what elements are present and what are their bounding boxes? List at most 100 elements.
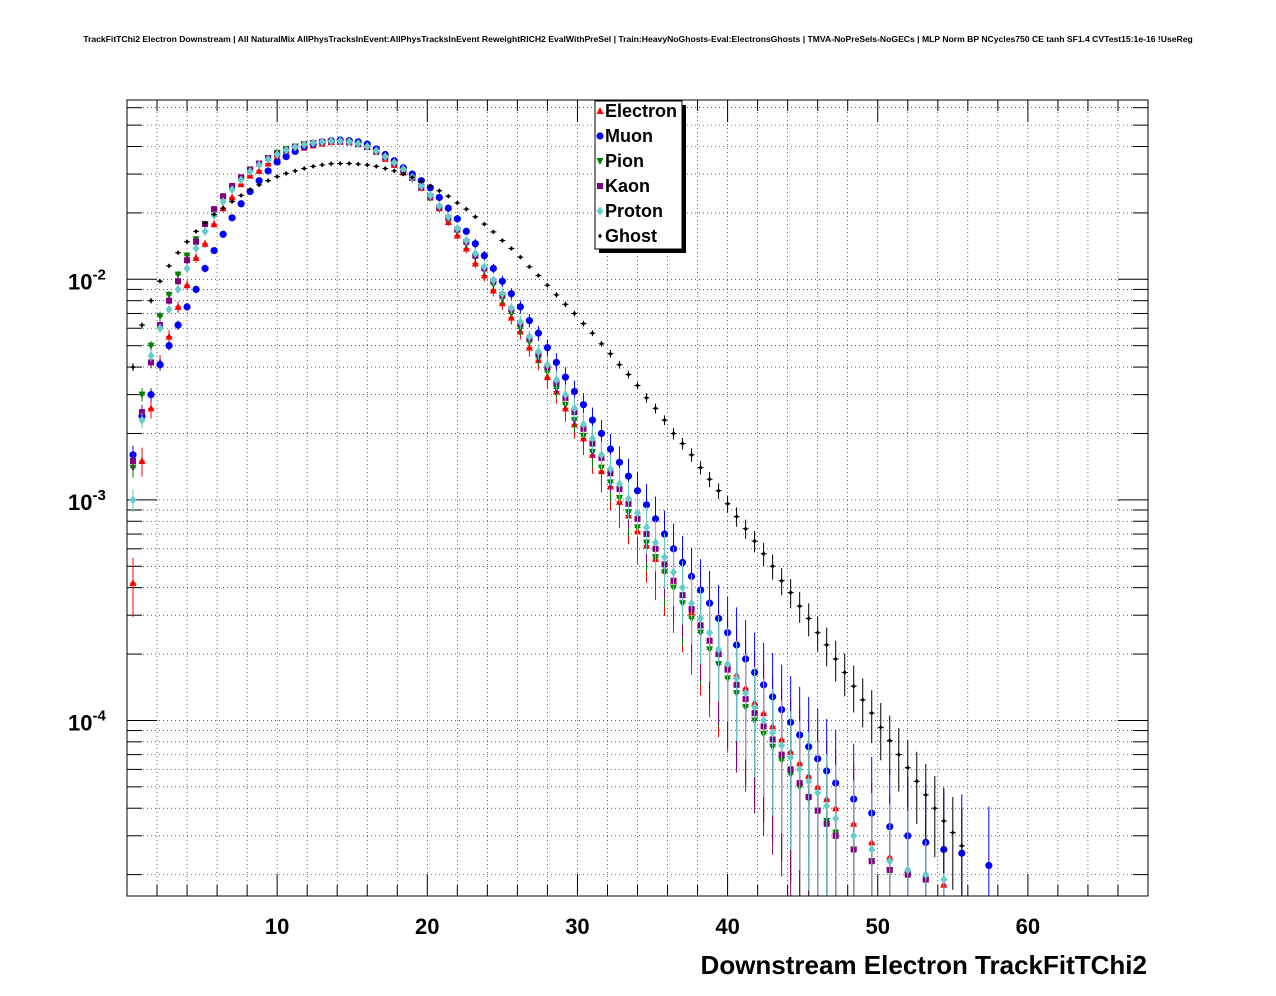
data-point bbox=[237, 200, 245, 208]
data-point bbox=[500, 237, 505, 243]
data-point bbox=[266, 178, 271, 184]
data-point bbox=[860, 697, 865, 703]
data-point bbox=[455, 200, 460, 206]
data-point bbox=[751, 702, 759, 712]
data-point bbox=[462, 235, 470, 245]
data-point bbox=[174, 302, 182, 310]
data-point bbox=[905, 765, 910, 771]
data-point bbox=[174, 271, 182, 279]
x-tick-label: 40 bbox=[715, 914, 739, 939]
data-point bbox=[554, 292, 559, 298]
series-proton bbox=[129, 136, 948, 896]
data-point bbox=[138, 415, 146, 425]
data-point bbox=[561, 373, 570, 381]
data-point bbox=[211, 206, 218, 213]
data-point bbox=[570, 403, 578, 413]
data-point bbox=[724, 659, 732, 669]
data-point bbox=[887, 738, 892, 744]
data-point bbox=[733, 673, 741, 683]
data-point bbox=[842, 669, 847, 675]
data-point bbox=[509, 245, 514, 251]
data-point bbox=[651, 515, 660, 523]
data-point bbox=[796, 764, 804, 774]
data-point bbox=[381, 152, 389, 162]
data-point bbox=[608, 351, 613, 357]
data-point bbox=[914, 778, 919, 784]
data-point bbox=[941, 818, 946, 824]
data-point bbox=[194, 228, 199, 234]
data-point bbox=[148, 359, 155, 366]
data-point bbox=[770, 563, 775, 569]
data-point bbox=[661, 552, 669, 562]
data-point bbox=[606, 445, 615, 453]
y-tick-label: 10-4 bbox=[68, 707, 106, 735]
data-point bbox=[192, 253, 200, 261]
legend-marker-muon bbox=[596, 132, 604, 140]
data-point bbox=[139, 409, 146, 416]
data-point bbox=[896, 752, 901, 758]
data-point bbox=[192, 285, 200, 293]
data-point bbox=[850, 831, 858, 841]
data-point bbox=[923, 792, 928, 798]
data-point bbox=[435, 201, 443, 211]
data-point bbox=[588, 433, 596, 443]
data-point bbox=[498, 277, 506, 285]
data-point bbox=[525, 316, 533, 325]
legend-label-muon: Muon bbox=[605, 126, 653, 146]
series-pion bbox=[129, 138, 930, 896]
data-point bbox=[183, 281, 191, 289]
data-point bbox=[399, 164, 407, 174]
data-point bbox=[282, 153, 290, 161]
data-point bbox=[552, 375, 560, 385]
data-point bbox=[597, 450, 605, 460]
data-point bbox=[688, 598, 696, 608]
data-point bbox=[183, 252, 191, 260]
legend-label-electron: Electron bbox=[605, 101, 677, 121]
data-point bbox=[642, 501, 651, 509]
data-point bbox=[489, 275, 497, 285]
data-point bbox=[374, 163, 379, 169]
data-point bbox=[922, 870, 930, 880]
data-point bbox=[462, 227, 470, 235]
data-point bbox=[815, 630, 820, 636]
data-point bbox=[239, 192, 244, 198]
data-point bbox=[778, 740, 786, 750]
data-point bbox=[201, 264, 209, 273]
data-point bbox=[147, 351, 155, 361]
data-point bbox=[787, 752, 795, 762]
data-point bbox=[293, 168, 298, 174]
data-points bbox=[129, 136, 993, 896]
data-point bbox=[437, 188, 442, 194]
legend-label-pion: Pion bbox=[605, 151, 644, 171]
data-point bbox=[156, 361, 164, 369]
data-point bbox=[401, 171, 406, 177]
data-point bbox=[183, 303, 191, 311]
legend-marker-pion bbox=[596, 158, 604, 165]
data-point bbox=[869, 710, 874, 716]
data-point bbox=[193, 238, 200, 245]
data-point bbox=[769, 728, 777, 738]
data-point bbox=[545, 282, 550, 288]
data-point bbox=[579, 401, 588, 409]
x-tick-label: 60 bbox=[1016, 914, 1040, 939]
data-point bbox=[543, 344, 552, 352]
data-point bbox=[220, 193, 227, 200]
data-point bbox=[462, 244, 470, 252]
data-point bbox=[761, 551, 766, 557]
data-point bbox=[572, 310, 577, 316]
data-point bbox=[725, 501, 730, 507]
data-point bbox=[471, 248, 479, 258]
data-point bbox=[255, 166, 263, 174]
y-tick-label: 10-2 bbox=[68, 266, 106, 294]
data-point bbox=[851, 683, 856, 689]
data-point bbox=[814, 788, 822, 798]
x-tick-label: 20 bbox=[415, 914, 439, 939]
data-point bbox=[716, 488, 721, 494]
data-point bbox=[752, 538, 757, 544]
data-point bbox=[707, 476, 712, 482]
data-point bbox=[363, 142, 371, 152]
data-point bbox=[219, 197, 227, 207]
data-point bbox=[643, 522, 651, 532]
data-point bbox=[742, 688, 750, 698]
data-point bbox=[130, 458, 137, 465]
